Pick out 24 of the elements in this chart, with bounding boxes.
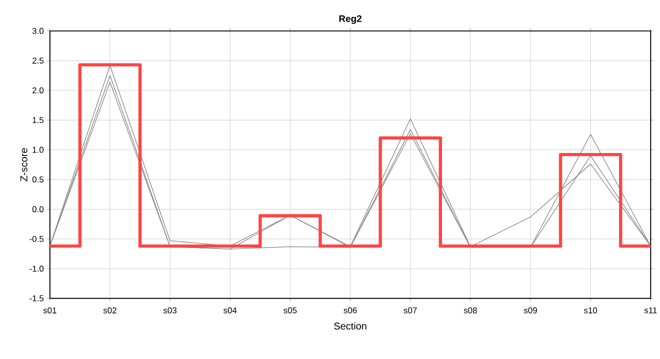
y-tick-label: -0.5: [30, 236, 44, 242]
x-tick-label: s10: [584, 307, 598, 314]
y-tick-label: 2.0: [32, 87, 44, 94]
y-tick-label: -1.0: [30, 266, 44, 272]
y-tick-label: 1.0: [32, 146, 44, 153]
y-tick-label: 1.5: [32, 117, 44, 123]
x-tick-label: s05: [284, 307, 297, 314]
y-axis-title: Z-score: [20, 148, 28, 182]
x-tick-label: s02: [103, 307, 116, 314]
y-tick-label: 3.0: [32, 28, 44, 34]
y-tick-label: -1.5: [30, 295, 44, 302]
x-tick-label: s07: [404, 307, 417, 314]
x-tick-label: s09: [524, 307, 537, 314]
chart-title: Reg2: [339, 15, 362, 24]
x-tick-label: s04: [224, 307, 237, 314]
x-tick-label: s06: [344, 307, 357, 314]
x-tick-label: s11: [644, 307, 657, 314]
x-tick-label: s08: [464, 307, 477, 314]
x-axis-title: Section: [334, 322, 366, 330]
y-tick-label: 2.5: [32, 58, 44, 64]
y-tick-label: 0.5: [32, 176, 44, 182]
x-tick-label: s01: [43, 307, 56, 314]
y-tick-label: 0.0: [32, 206, 44, 212]
x-tick-label: s03: [163, 307, 177, 314]
